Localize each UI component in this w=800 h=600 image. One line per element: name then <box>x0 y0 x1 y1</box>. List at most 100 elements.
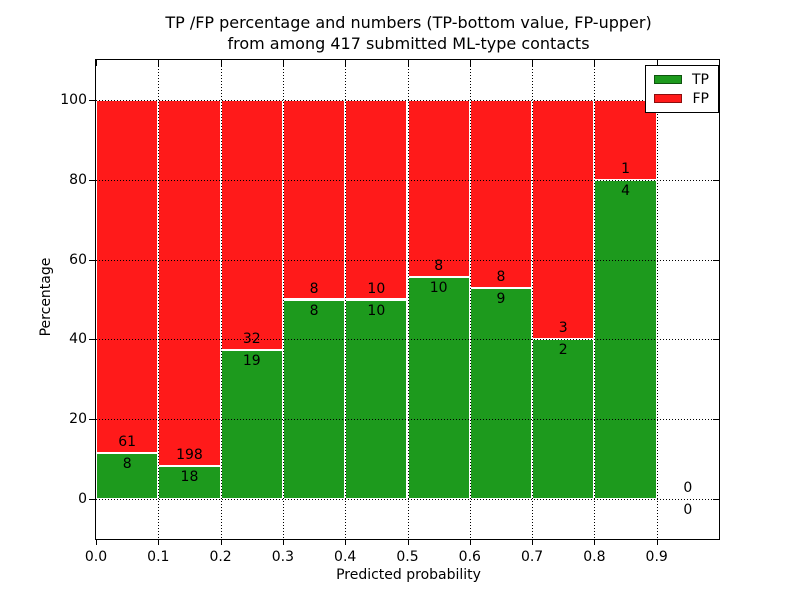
y-tick-label: 100 <box>60 91 87 108</box>
y-tick-label: 80 <box>69 171 87 188</box>
y-tick-left <box>89 259 95 261</box>
x-tick-label: 0.6 <box>458 549 481 565</box>
fp-count-label: 3 <box>558 320 568 337</box>
bar-fp <box>345 99 408 300</box>
x-tick-label: 0.5 <box>396 549 419 565</box>
x-tick-top <box>158 60 160 66</box>
x-tick-top <box>345 60 347 66</box>
x-tick-top <box>96 60 97 66</box>
legend-row-fp: FP <box>654 92 709 106</box>
legend: TP FP <box>645 65 719 113</box>
fp-count-label: 8 <box>309 280 319 297</box>
bar-fp <box>158 99 221 466</box>
fp-count-label: 1 <box>621 160 630 177</box>
y-tick-right <box>713 339 719 341</box>
y-tick-label: 60 <box>69 251 87 268</box>
x-tick-top <box>594 60 596 66</box>
bar-tp <box>282 299 346 500</box>
fp-count-label: 198 <box>176 446 203 463</box>
x-tick-bottom <box>220 539 222 545</box>
legend-fp-label: FP <box>692 90 710 107</box>
x-tick-bottom <box>282 539 284 545</box>
bar-fp <box>96 99 159 453</box>
legend-row-tp: TP <box>654 73 709 87</box>
bar-tp <box>532 339 595 500</box>
x-gridline <box>407 60 409 539</box>
x-gridline <box>220 60 222 539</box>
x-gridline <box>282 60 284 539</box>
bar-tp <box>158 465 221 500</box>
x-tick-label: 0.4 <box>334 549 357 565</box>
bar-fp <box>220 99 283 351</box>
y-tick-label: 20 <box>69 411 87 428</box>
x-tick-bottom <box>594 539 596 545</box>
tp-count-label: 0 <box>683 502 693 519</box>
bar-tp <box>469 287 533 500</box>
x-tick-bottom <box>158 539 160 545</box>
x-tick-label: 0.7 <box>520 549 544 565</box>
bar-tp <box>220 350 283 500</box>
y-tick-right <box>713 419 719 421</box>
fp-count-label: 0 <box>683 480 693 497</box>
y-tick-left <box>89 499 95 501</box>
x-tick-label: 0.0 <box>84 549 108 565</box>
x-tick-bottom <box>656 539 658 545</box>
plot-area: 0.0 0.1 0.2 0.3 0.4 0.5 0.6 0.7 0.8 0.9 0 20 40 60 80 1… <box>60 59 720 565</box>
x-tick-label: 0.8 <box>583 549 606 565</box>
fp-count-label: 8 <box>434 258 444 275</box>
bar-fp <box>532 99 595 340</box>
y-tick-left <box>89 179 95 181</box>
x-tick-top <box>469 60 471 66</box>
bar-fp <box>407 99 470 278</box>
tp-count-label: 9 <box>496 290 506 307</box>
x-tick-label: 0.9 <box>645 549 668 565</box>
fp-count-label: 10 <box>367 280 386 297</box>
x-tick-bottom <box>407 539 409 545</box>
y-tick-right <box>713 259 719 261</box>
x-tick-label: 0.3 <box>271 549 295 565</box>
x-gridline <box>158 60 160 539</box>
x-gridline <box>594 60 596 539</box>
tp-count-label: 8 <box>309 302 319 319</box>
legend-fp-swatch <box>654 94 682 103</box>
tp-count-label: 2 <box>558 342 568 359</box>
x-tick-label: 0.2 <box>209 549 232 565</box>
chart-title-line2: from among 417 submitted ML-type contact… <box>227 34 590 53</box>
x-tick-bottom <box>96 539 97 545</box>
tp-count-label: 10 <box>429 280 448 297</box>
x-gridline <box>469 60 471 539</box>
y-tick-left <box>89 99 95 101</box>
chart-title-line1: TP /FP percentage and numbers (TP-bottom… <box>165 13 652 32</box>
x-tick-top <box>532 60 534 66</box>
x-tick-top <box>282 60 284 66</box>
x-tick-top <box>656 60 658 66</box>
y-axis-label: Percentage <box>38 257 54 337</box>
fp-count-label: 61 <box>118 433 137 450</box>
bar-tp <box>96 452 159 500</box>
tp-count-label: 4 <box>621 182 630 199</box>
x-tick-top <box>407 60 409 66</box>
bar-tp <box>407 277 470 500</box>
legend-tp-label: TP <box>692 71 709 88</box>
y-tick-label: 0 <box>78 491 87 508</box>
tp-count-label: 18 <box>180 468 199 485</box>
tp-count-label: 8 <box>122 455 132 472</box>
x-gridline <box>532 60 534 539</box>
fp-count-label: 8 <box>496 268 506 285</box>
x-tick-label: 0.1 <box>147 549 170 565</box>
x-tick-top <box>220 60 222 66</box>
y-tick-right <box>713 499 719 501</box>
bar-fp <box>282 99 346 300</box>
y-tick-label: 40 <box>69 331 87 348</box>
x-gridline <box>656 60 658 539</box>
x-axis-label: Predicted probability <box>336 567 481 583</box>
tp-count-label: 10 <box>367 302 386 319</box>
y-tick-right <box>713 179 719 181</box>
x-tick-bottom <box>532 539 534 545</box>
legend-tp-swatch <box>654 75 682 84</box>
bar-tp <box>345 299 408 500</box>
tp-count-label: 19 <box>242 353 261 370</box>
y-tick-left <box>89 419 95 421</box>
x-tick-bottom <box>345 539 347 545</box>
